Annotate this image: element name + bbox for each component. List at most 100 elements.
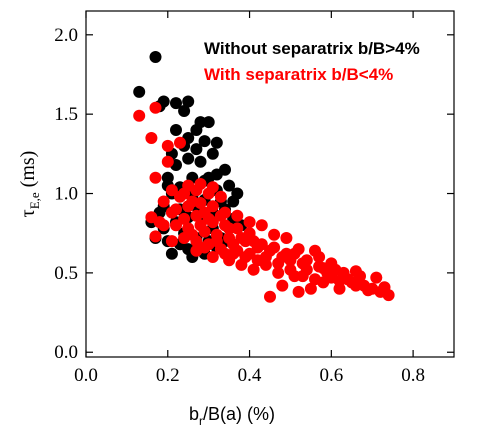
data-point — [223, 232, 236, 244]
data-point — [206, 200, 219, 213]
data-point — [149, 51, 162, 63]
data-point — [247, 263, 260, 276]
data-point — [190, 143, 203, 156]
data-point — [206, 251, 219, 263]
data-point — [292, 243, 305, 256]
legend-entry: With separatrix b/B<4% — [204, 65, 393, 84]
y-tick-label: 0.0 — [54, 342, 78, 363]
data-point — [235, 232, 248, 244]
data-point — [178, 212, 191, 225]
data-point — [145, 132, 158, 144]
data-point — [165, 247, 178, 260]
data-point — [190, 124, 203, 136]
data-point — [292, 285, 305, 298]
data-point — [268, 228, 281, 241]
data-point — [174, 136, 186, 149]
data-point — [231, 222, 244, 235]
data-point — [304, 282, 317, 295]
data-point — [198, 225, 211, 238]
data-point — [182, 152, 195, 165]
data-point — [165, 235, 178, 248]
data-point — [219, 247, 231, 260]
data-point — [378, 281, 391, 294]
data-point — [300, 263, 313, 276]
data-point — [178, 105, 191, 117]
data-point — [272, 266, 285, 279]
data-points — [133, 51, 395, 303]
data-point — [182, 95, 195, 108]
data-point — [280, 232, 293, 244]
data-point — [165, 206, 178, 219]
data-point — [223, 222, 236, 235]
y-tick-label: 0.5 — [54, 263, 78, 284]
data-point — [194, 178, 207, 190]
x-tick-label: 0.2 — [156, 365, 180, 386]
axis-ticks: 0.0 0.2 0.4 0.6 0.8 0.0 0.5 1.0 1.5 2.0 — [54, 11, 454, 386]
data-point — [255, 219, 268, 232]
data-point — [133, 85, 146, 98]
data-point — [210, 235, 223, 248]
x-axis-title: br/B(a) (%) — [189, 404, 275, 428]
data-point — [210, 168, 223, 181]
data-point — [149, 171, 162, 184]
data-point — [182, 179, 195, 192]
data-point — [214, 209, 227, 222]
data-point — [272, 257, 285, 270]
y-tick-label: 1.0 — [54, 184, 78, 205]
data-point — [133, 109, 146, 122]
data-point — [341, 273, 354, 286]
data-point — [309, 244, 321, 257]
data-point — [362, 284, 375, 297]
data-point — [190, 244, 203, 257]
data-point — [223, 179, 236, 192]
data-point — [284, 254, 297, 267]
data-point — [194, 155, 207, 168]
data-point — [161, 139, 174, 152]
data-point — [247, 235, 260, 248]
data-point — [264, 290, 276, 303]
data-point — [170, 219, 182, 232]
data-point — [206, 147, 219, 160]
data-point — [165, 184, 178, 197]
y-tick-label: 1.5 — [54, 104, 78, 125]
y-tick-label: 2.0 — [54, 25, 78, 46]
data-point — [202, 212, 215, 225]
series-with-separatrix — [133, 101, 395, 303]
plot-frame — [85, 10, 455, 358]
data-point — [157, 195, 170, 208]
x-tick-label: 0.8 — [401, 365, 425, 386]
x-tick-label: 0.0 — [74, 365, 98, 386]
data-point — [317, 276, 330, 289]
data-point — [268, 241, 281, 254]
data-point — [174, 190, 186, 203]
data-point — [186, 195, 199, 208]
x-tick-label: 0.6 — [319, 365, 343, 386]
data-point — [170, 97, 182, 110]
data-point — [202, 116, 215, 129]
data-point — [186, 228, 199, 241]
data-point — [276, 279, 289, 292]
y-axis-title: τE,e (ms) — [17, 151, 42, 218]
x-tick-label: 0.4 — [238, 365, 262, 386]
legend-entry: Without separatrix b/B>4% — [204, 39, 420, 58]
data-point — [313, 260, 326, 273]
data-point — [214, 190, 227, 203]
data-point — [210, 136, 223, 149]
data-point — [153, 216, 166, 229]
data-point — [288, 270, 301, 283]
data-point — [227, 195, 240, 208]
data-point — [333, 282, 346, 295]
data-point — [349, 265, 362, 278]
data-point — [161, 155, 174, 168]
data-point — [243, 247, 256, 260]
data-point — [349, 279, 362, 292]
data-point — [206, 181, 219, 194]
data-point — [259, 251, 272, 263]
data-point — [170, 124, 182, 136]
data-point — [149, 101, 162, 114]
data-point — [149, 230, 162, 243]
data-point — [231, 244, 244, 257]
data-point — [231, 209, 244, 222]
data-point — [243, 216, 256, 229]
